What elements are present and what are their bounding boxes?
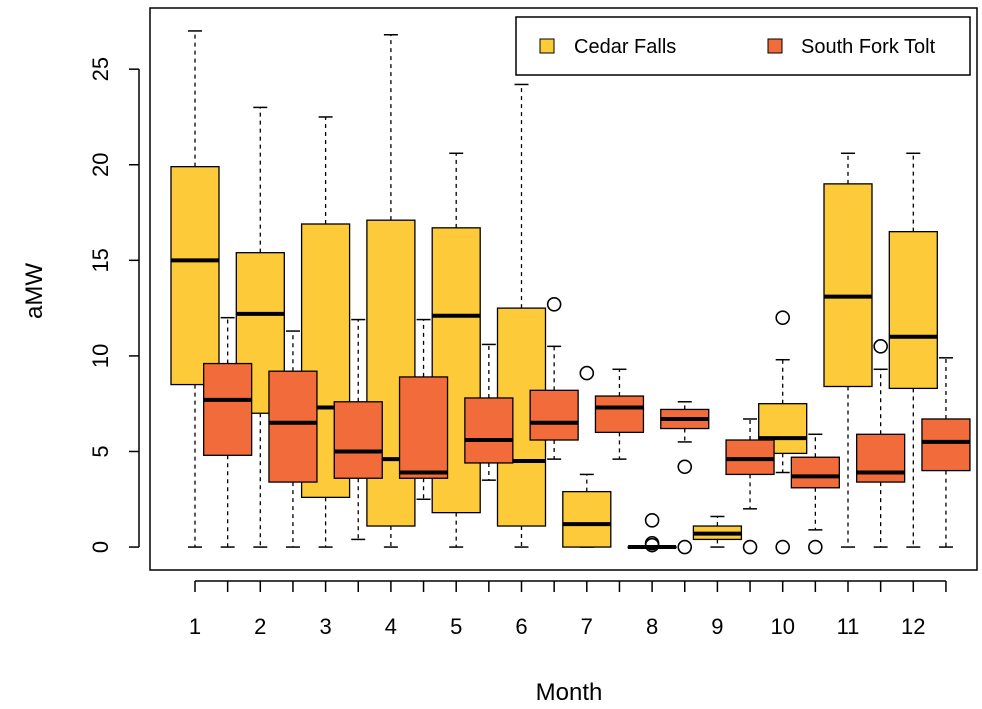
box-cedar-falls-1 (170, 30, 220, 548)
outlier-point (775, 310, 791, 325)
y-axis: 0 5 10 15 20 25 (88, 57, 140, 553)
x-tick-label-5: 5 (450, 614, 462, 639)
box-south-fork-tolt-10 (790, 433, 840, 555)
x-tick-label-12: 12 (901, 614, 925, 639)
x-tick-label-4: 4 (385, 614, 397, 639)
box-body (594, 395, 645, 434)
box-body (562, 490, 612, 548)
legend-swatch-cedar-falls (539, 38, 555, 54)
outlier-point (677, 539, 693, 555)
y-tick-label-10: 10 (88, 344, 113, 368)
box-south-fork-tolt-6 (529, 296, 579, 460)
y-tick-label-15: 15 (88, 248, 113, 272)
x-axis-title: Month (536, 679, 603, 706)
x-tick-label-8: 8 (646, 614, 658, 639)
box-body (464, 397, 514, 464)
y-tick-label-20: 20 (88, 153, 113, 177)
box-cedar-falls-12 (888, 152, 938, 548)
outlier-point (775, 539, 791, 555)
box-body (202, 362, 253, 456)
box-south-fork-tolt-1 (202, 316, 253, 548)
outlier-point (808, 539, 823, 555)
box-cedar-falls-5 (431, 152, 481, 548)
x-tick-label-11: 11 (837, 614, 860, 639)
box-body (921, 418, 971, 472)
box-body (398, 376, 449, 479)
outlier-point (579, 365, 595, 381)
outlier-point (644, 537, 660, 553)
box-south-fork-tolt-5 (464, 343, 514, 481)
legend-label-south-fork-tolt: South Fork Tolt (801, 36, 936, 58)
outlier-point (644, 512, 660, 528)
x-tick-label-9: 9 (711, 614, 723, 639)
box-south-fork-tolt-3 (333, 318, 383, 541)
box-cedar-falls-6 (496, 83, 547, 548)
box-cedar-falls-10 (758, 310, 808, 555)
x-tick-label-7: 7 (581, 614, 593, 639)
box-south-fork-tolt-11 (856, 339, 906, 548)
x-tick-label-1: 1 (189, 614, 201, 639)
box-cedar-falls-9 (692, 515, 743, 548)
legend-frame (515, 16, 971, 76)
box-body (366, 219, 416, 527)
box-body (856, 433, 906, 483)
box-body (268, 370, 318, 483)
box-body (823, 183, 873, 388)
y-tick-label-25: 25 (88, 57, 113, 81)
box-south-fork-tolt-7 (594, 368, 645, 460)
legend-swatch-south-fork-tolt (767, 38, 783, 54)
box-body (170, 166, 220, 386)
outlier-point (873, 339, 888, 354)
y-axis-title: aMW (21, 263, 48, 319)
box-south-fork-tolt-9 (725, 418, 775, 555)
box-south-fork-tolt-8 (660, 401, 710, 555)
legend: Cedar Falls South Fork Tolt (515, 16, 971, 76)
outlier-point (546, 296, 562, 312)
x-tick-label-10: 10 (770, 614, 794, 639)
box-cedar-falls-11 (823, 152, 873, 548)
box-body (529, 389, 579, 441)
box-cedar-falls-7 (562, 365, 612, 548)
x-tick-label-2: 2 (254, 614, 266, 639)
box-body (333, 401, 383, 479)
outlier-point (677, 459, 693, 475)
outlier-point (742, 539, 758, 555)
box-cedar-falls-8 (627, 512, 677, 553)
legend-label-cedar-falls: Cedar Falls (574, 36, 676, 58)
plot-area (170, 30, 971, 555)
box-south-fork-tolt-12 (921, 357, 971, 548)
box-body (888, 231, 938, 390)
y-tick-label-0: 0 (88, 541, 113, 553)
x-tick-label-6: 6 (515, 614, 527, 639)
box-body (790, 456, 840, 489)
y-tick-label-5: 5 (88, 445, 113, 457)
x-axis: 1 2 3 4 5 6 7 8 9 10 11 12 (189, 580, 947, 639)
box-south-fork-tolt-4 (398, 318, 449, 501)
x-tick-label-3: 3 (319, 614, 331, 639)
plot-frame (149, 7, 978, 571)
box-south-fork-tolt-2 (268, 330, 318, 548)
